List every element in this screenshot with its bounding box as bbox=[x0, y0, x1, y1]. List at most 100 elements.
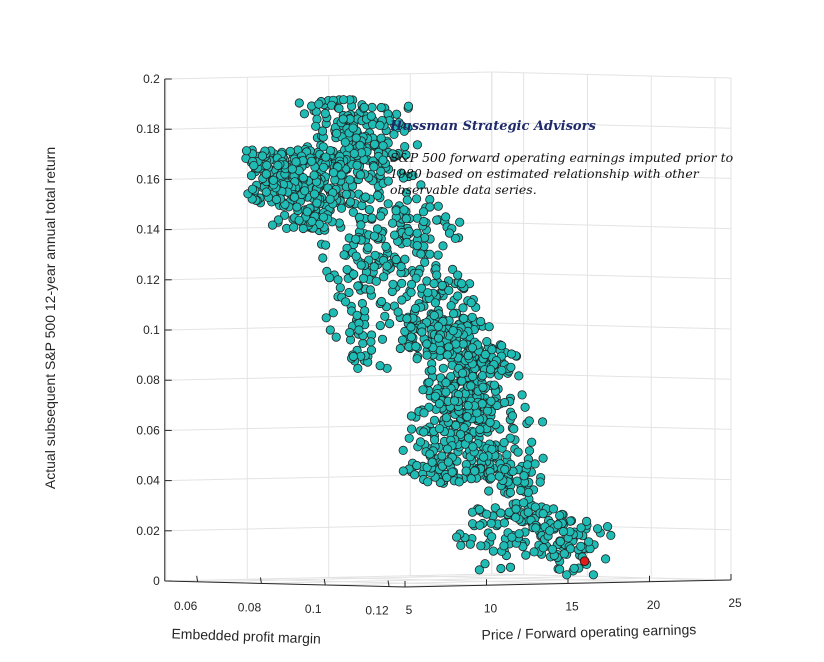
pe-tick-label: 15 bbox=[565, 600, 579, 614]
data-point bbox=[325, 325, 335, 335]
data-point bbox=[507, 532, 517, 542]
data-point bbox=[261, 187, 271, 197]
data-point bbox=[320, 240, 331, 250]
data-point bbox=[358, 338, 368, 348]
data-point bbox=[441, 378, 451, 388]
data-point bbox=[497, 365, 507, 375]
data-point bbox=[429, 415, 440, 425]
data-point bbox=[446, 301, 456, 311]
data-point bbox=[334, 103, 344, 114]
data-point bbox=[383, 199, 393, 209]
data-point bbox=[352, 160, 362, 170]
axis-layer bbox=[164, 78, 732, 588]
data-point bbox=[309, 170, 319, 180]
data-point bbox=[529, 547, 539, 557]
margin-tick-label: 0.08 bbox=[238, 600, 262, 614]
data-point bbox=[359, 102, 369, 113]
data-point bbox=[416, 249, 426, 259]
data-point bbox=[273, 215, 283, 225]
data-point bbox=[584, 537, 594, 547]
data-point bbox=[300, 186, 310, 196]
annotation-line-2: 1980 based on estimated relationship wit… bbox=[390, 166, 700, 181]
data-point bbox=[506, 362, 516, 372]
data-point bbox=[395, 343, 405, 354]
data-point bbox=[524, 446, 535, 456]
data-point bbox=[555, 536, 565, 547]
grid-line-z-side bbox=[491, 272, 732, 280]
data-point bbox=[321, 313, 331, 323]
data-point bbox=[376, 133, 386, 143]
margin-tick bbox=[196, 575, 199, 582]
data-point bbox=[418, 385, 428, 395]
data-point bbox=[311, 121, 321, 131]
data-point bbox=[527, 437, 537, 447]
data-point bbox=[379, 272, 389, 282]
data-point bbox=[376, 102, 386, 113]
data-point bbox=[494, 471, 504, 481]
data-point bbox=[307, 216, 317, 226]
data-point bbox=[324, 273, 335, 283]
data-point bbox=[444, 285, 454, 295]
data-point bbox=[477, 371, 488, 381]
data-point bbox=[331, 332, 341, 342]
data-point bbox=[294, 98, 304, 108]
data-point bbox=[391, 254, 401, 265]
data-point bbox=[402, 195, 412, 205]
data-point bbox=[247, 184, 258, 194]
data-point bbox=[345, 327, 355, 338]
annotation-title: Hussman Strategic Advisors bbox=[389, 119, 596, 134]
data-point bbox=[486, 396, 496, 406]
data-point bbox=[484, 322, 494, 332]
highlight-data-point bbox=[579, 556, 590, 566]
data-point bbox=[388, 149, 398, 159]
data-point bbox=[289, 222, 299, 232]
data-point bbox=[403, 101, 414, 111]
data-point bbox=[459, 313, 469, 323]
data-point bbox=[487, 345, 497, 355]
data-point bbox=[430, 391, 440, 401]
data-point bbox=[475, 424, 485, 435]
data-point bbox=[241, 146, 252, 156]
margin-tick-label: 0.1 bbox=[305, 602, 322, 616]
data-point bbox=[287, 164, 297, 174]
data-point bbox=[422, 350, 432, 360]
data-point bbox=[454, 477, 464, 487]
data-point bbox=[345, 197, 356, 207]
data-point bbox=[499, 397, 510, 408]
data-point bbox=[447, 264, 458, 274]
data-point bbox=[433, 250, 443, 260]
data-point bbox=[520, 402, 530, 412]
margin-tick bbox=[387, 580, 390, 587]
data-point bbox=[318, 142, 328, 152]
data-point bbox=[268, 175, 278, 185]
data-point bbox=[382, 261, 392, 271]
data-point bbox=[399, 126, 409, 136]
data-point bbox=[474, 504, 484, 514]
data-point bbox=[453, 270, 463, 280]
data-point bbox=[321, 152, 331, 162]
data-point bbox=[400, 326, 410, 336]
data-point bbox=[480, 559, 490, 569]
data-point bbox=[559, 549, 569, 559]
data-point bbox=[545, 526, 555, 536]
data-point bbox=[446, 371, 456, 382]
data-point bbox=[592, 524, 603, 534]
data-point bbox=[466, 298, 476, 308]
data-point bbox=[555, 510, 565, 521]
data-point bbox=[462, 412, 472, 422]
data-point bbox=[355, 170, 366, 180]
data-point bbox=[427, 365, 437, 375]
data-point bbox=[486, 518, 496, 529]
data-point bbox=[517, 390, 527, 400]
data-point bbox=[415, 437, 426, 447]
data-point bbox=[438, 363, 448, 373]
data-point bbox=[291, 157, 301, 167]
data-point bbox=[456, 278, 467, 289]
data-point bbox=[372, 190, 383, 200]
data-point bbox=[456, 540, 466, 551]
data-point bbox=[298, 173, 308, 183]
data-point bbox=[411, 273, 421, 283]
data-point bbox=[478, 452, 489, 462]
data-point bbox=[444, 228, 455, 238]
